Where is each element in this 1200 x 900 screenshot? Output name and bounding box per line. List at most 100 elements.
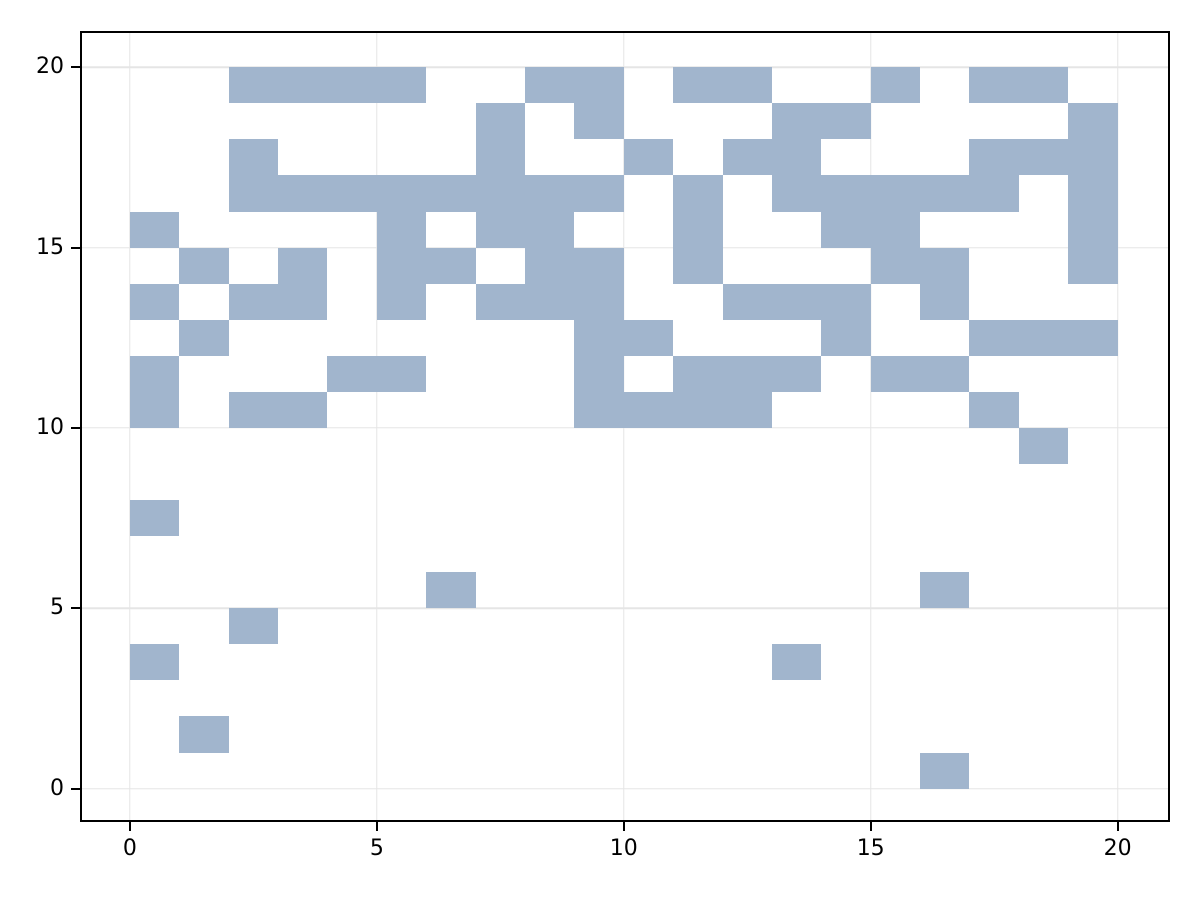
heatmap-cell [426, 175, 476, 212]
heatmap-cell [377, 356, 426, 392]
heatmap-cell [772, 175, 821, 212]
heatmap-cell [574, 175, 624, 212]
y-tick-mark [71, 426, 80, 429]
heatmap-cell [1019, 139, 1068, 175]
heatmap-cell [1019, 67, 1068, 103]
heatmap-cell [327, 67, 377, 103]
heatmap-cell [426, 248, 476, 284]
heatmap-cell [229, 175, 278, 212]
y-tick-mark [71, 66, 80, 69]
heatmap-cell [525, 248, 574, 284]
heatmap-cell [278, 284, 327, 320]
heatmap-cell [920, 175, 969, 212]
heatmap-cell [574, 356, 624, 392]
heatmap-cell [821, 284, 871, 320]
y-tick-label: 15 [36, 234, 64, 260]
heatmap-cell [871, 248, 920, 284]
heatmap-cell [969, 175, 1019, 212]
heatmap-cell [229, 139, 278, 175]
x-tick-label: 5 [369, 836, 384, 861]
y-tick-label: 10 [36, 414, 64, 440]
heatmap-cell [130, 392, 179, 428]
heatmap-cell [1068, 320, 1118, 356]
heatmap-cell [574, 103, 624, 139]
heatmap-cell [525, 284, 574, 320]
heatmap-cell [723, 139, 772, 175]
x-tick-mark [869, 822, 872, 831]
plot-area [80, 31, 1170, 822]
heatmap-cell [871, 67, 920, 103]
heatmap-cell [673, 212, 723, 248]
heatmap-cell [525, 212, 574, 248]
heatmap-cell [920, 284, 969, 320]
heatmap-cell [476, 175, 525, 212]
heatmap-cell [871, 356, 920, 392]
heatmap-cell [1019, 428, 1068, 464]
heatmap-cell [871, 212, 920, 248]
heatmap-cell [871, 175, 920, 212]
heatmap-cell [723, 356, 772, 392]
heatmap-cell [574, 392, 624, 428]
x-tick-label: 10 [609, 836, 638, 861]
heatmap-cell [821, 212, 871, 248]
heatmap-cell [673, 175, 723, 212]
heatmap-cell [723, 284, 772, 320]
x-tick-label: 20 [1103, 836, 1132, 861]
x-tick-mark [128, 822, 131, 831]
heatmap-cell [377, 248, 426, 284]
plot-inner [82, 33, 1168, 820]
heatmap-cell [377, 67, 426, 103]
gridline-vertical [869, 33, 872, 820]
heatmap-cell [1068, 248, 1118, 284]
heatmap-cell [673, 392, 723, 428]
heatmap-cell [476, 212, 525, 248]
heatmap-cell [673, 248, 723, 284]
gridline-horizontal [82, 246, 1168, 249]
x-tick-mark [375, 822, 378, 831]
heatmap-cell [130, 356, 179, 392]
heatmap-cell [969, 320, 1019, 356]
heatmap-cell [1068, 175, 1118, 212]
heatmap-cell [772, 644, 821, 680]
heatmap-cell [574, 248, 624, 284]
y-tick-label: 0 [50, 775, 64, 801]
heatmap-cell [920, 248, 969, 284]
heatmap-cell [130, 644, 179, 680]
gridline-horizontal [82, 66, 1168, 68]
heatmap-cell [327, 356, 377, 392]
heatmap-cell [821, 175, 871, 212]
gridline-horizontal [82, 607, 1168, 610]
x-tick-label: 15 [856, 836, 885, 861]
heatmap-cell [969, 392, 1019, 428]
heatmap-cell [821, 103, 871, 139]
heatmap-cell [476, 284, 525, 320]
heatmap-cell [278, 175, 327, 212]
heatmap-cell [229, 67, 278, 103]
heatmap-cell [525, 175, 574, 212]
heatmap-cell [179, 248, 229, 284]
heatmap-cell [920, 572, 969, 608]
y-tick-mark [71, 246, 80, 249]
heatmap-cell [278, 67, 327, 103]
heatmap-cell [624, 392, 673, 428]
heatmap-cell [179, 716, 229, 753]
heatmap-cell [1068, 212, 1118, 248]
heatmap-cell [1068, 139, 1118, 175]
heatmap-cell [574, 320, 624, 356]
heatmap-cell [130, 500, 179, 536]
heatmap-cell [476, 139, 525, 175]
x-tick-mark [622, 822, 625, 831]
heatmap-cell [624, 139, 673, 175]
heatmap-cell [772, 139, 821, 175]
heatmap-cell [179, 320, 229, 356]
heatmap-cell [920, 356, 969, 392]
heatmap-cell [476, 103, 525, 139]
y-tick-label: 20 [36, 54, 64, 80]
heatmap-cell [327, 175, 377, 212]
heatmap-cell [723, 67, 772, 103]
heatmap-cell [229, 284, 278, 320]
heatmap-cell [426, 572, 476, 608]
heatmap-cell [377, 284, 426, 320]
heatmap-cell [377, 212, 426, 248]
